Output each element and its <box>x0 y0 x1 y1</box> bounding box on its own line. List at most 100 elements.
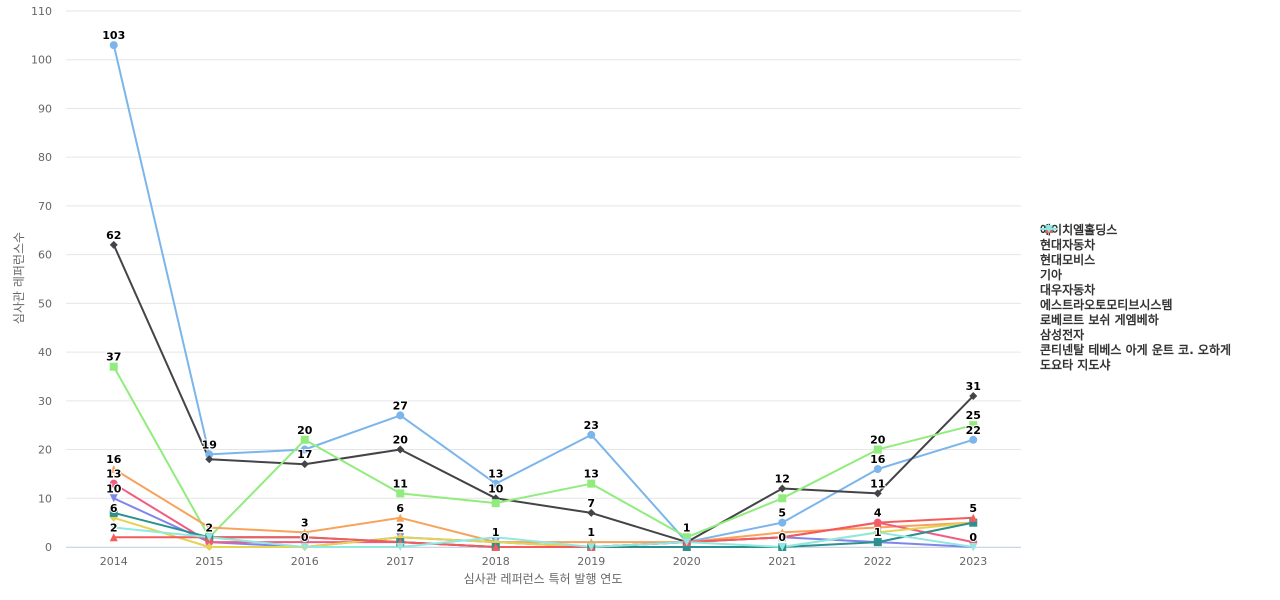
legend-item[interactable]: 대우자동차 <box>1040 225 1231 298</box>
data-label: 20 <box>870 434 886 447</box>
data-point <box>587 543 596 551</box>
data-point <box>109 508 118 517</box>
x-tick-label: 2021 <box>768 555 796 568</box>
data-point <box>205 523 214 532</box>
data-point <box>109 41 118 50</box>
series-line <box>112 44 974 544</box>
data-label: 13 <box>488 468 503 481</box>
data-point <box>587 479 596 488</box>
data-label: 3 <box>301 516 309 529</box>
legend-item[interactable]: 현대자동차 <box>1040 225 1231 253</box>
data-point <box>873 465 882 474</box>
y-tick-label: 30 <box>38 395 52 408</box>
data-point <box>396 543 405 551</box>
legend-label: 삼성전자 <box>1040 328 1085 342</box>
legend-label: 로베르트 보쉬 게엠베하 <box>1040 313 1159 327</box>
x-tick-label: 2014 <box>100 555 128 568</box>
legend-label: 도요타 지도샤 <box>1040 358 1111 372</box>
data-label: 22 <box>966 424 981 437</box>
data-label: 13 <box>584 468 599 481</box>
legend-item[interactable]: 삼성전자 <box>1040 225 1231 343</box>
y-tick-label: 80 <box>38 151 52 164</box>
data-point <box>205 533 214 542</box>
legend-item[interactable]: 도요타 지도샤 <box>1040 225 1231 373</box>
data-point <box>969 391 978 400</box>
series-line <box>112 366 974 539</box>
y-tick-label: 110 <box>31 5 52 18</box>
data-label: 1 <box>683 521 691 534</box>
data-point <box>396 513 405 522</box>
data-point <box>778 543 787 551</box>
series-line <box>113 526 974 548</box>
data-point <box>491 533 500 542</box>
data-point <box>396 489 405 498</box>
data-label: 0 <box>969 531 977 544</box>
y-tick-label: 20 <box>38 444 52 457</box>
data-label: 20 <box>393 434 409 447</box>
gridlines <box>66 10 1021 548</box>
data-label: 37 <box>106 351 121 364</box>
x-tick-label: 2020 <box>673 555 701 568</box>
data-label: 11 <box>870 477 885 490</box>
data-point <box>873 489 882 498</box>
legend-item[interactable]: 현대모비스 <box>1040 225 1231 268</box>
data-point <box>969 421 978 430</box>
data-label: 5 <box>969 502 977 515</box>
data-label: 1 <box>874 526 882 539</box>
data-point <box>873 538 882 547</box>
data-point <box>109 362 118 371</box>
legend-item[interactable]: 기아 <box>1040 225 1231 283</box>
legend-label: 현대자동차 <box>1040 238 1096 252</box>
data-label: 5 <box>778 507 786 520</box>
legend-label: 에이치엘홀딩스 <box>1040 223 1118 237</box>
legend-label: 대우자동차 <box>1040 283 1096 297</box>
data-point <box>300 435 309 444</box>
data-label: 6 <box>110 502 118 515</box>
data-point <box>205 543 214 551</box>
legend-item[interactable]: 로베르트 보쉬 게엠베하 <box>1040 225 1231 328</box>
data-label: 0 <box>778 531 786 544</box>
legend: 에이치엘홀딩스 현대자동차 현대모비스 기아 대우자동차 에스트라오토모티브시스템 로베르트… <box>1040 223 1231 373</box>
data-point <box>873 445 882 454</box>
data-point <box>205 450 214 459</box>
data-point <box>491 543 500 551</box>
data-point <box>778 484 787 493</box>
data-label: 25 <box>966 409 981 422</box>
data-label: 27 <box>393 399 408 412</box>
data-point <box>682 533 691 542</box>
data-label: 2 <box>205 521 213 534</box>
data-point <box>682 543 691 551</box>
data-point <box>300 533 309 542</box>
y-tick-label: 50 <box>38 297 52 310</box>
data-label: 2 <box>110 521 118 534</box>
data-point <box>300 445 309 454</box>
data-point <box>969 513 978 522</box>
data-label: 16 <box>870 453 886 466</box>
data-label: 17 <box>297 448 312 461</box>
data-point <box>491 499 500 508</box>
data-labels: 1036237161310621922017302720116213101231… <box>101 28 982 545</box>
data-point <box>300 460 309 469</box>
series-lines <box>112 44 975 548</box>
data-point <box>109 494 118 503</box>
legend-item[interactable]: 에스트라오토모티브시스템 <box>1040 225 1231 313</box>
legend-item[interactable]: 콘티넨탈 테베스 아게 운트 코. 오하게 <box>1040 225 1231 358</box>
data-point <box>969 543 978 551</box>
data-point <box>109 465 118 474</box>
data-point <box>396 445 405 454</box>
data-label: 13 <box>106 468 121 481</box>
legend-label: 현대모비스 <box>1040 253 1096 267</box>
y-tick-label: 70 <box>38 200 52 213</box>
data-point <box>109 479 118 488</box>
legend-item[interactable]: 에이치엘홀딩스 <box>1040 223 1231 238</box>
legend-marker <box>1045 225 1053 233</box>
x-tick-label: 2018 <box>482 555 510 568</box>
data-label: 2 <box>396 521 404 534</box>
x-tick-label: 2015 <box>195 555 223 568</box>
x-tick-label: 2022 <box>864 555 892 568</box>
data-label: 103 <box>102 29 125 42</box>
data-point <box>396 411 405 420</box>
